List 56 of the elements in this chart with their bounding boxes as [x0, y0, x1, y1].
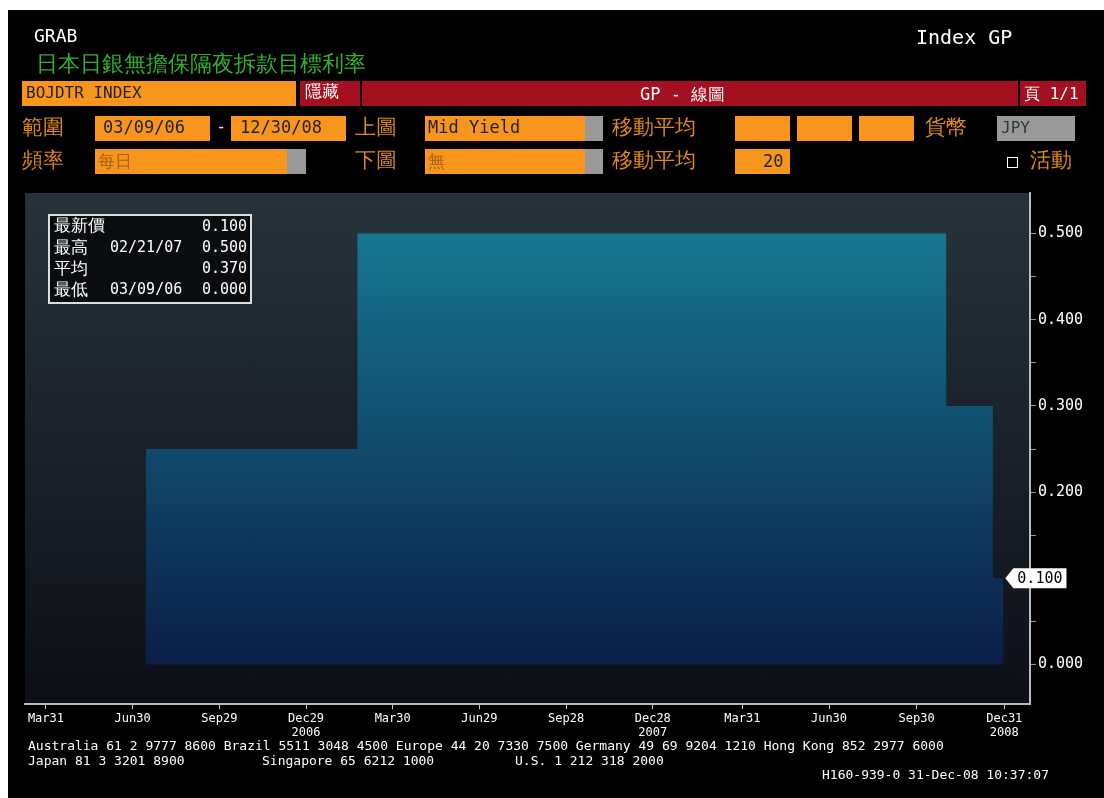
text: 下圖: [355, 147, 397, 174]
x-tick-label: Sep30: [898, 710, 935, 725]
text: Japan 81 3 3201 8900: [28, 753, 185, 768]
annotation: 最低: [54, 278, 88, 301]
x-tick-label: Mar31: [27, 710, 65, 725]
text: Mid Yield: [428, 117, 521, 137]
y-tick-label: 0.000: [1038, 654, 1084, 673]
text: 移動平均: [612, 147, 696, 174]
chart-title: 日本日銀無擔保隔夜拆款目標利率: [36, 50, 366, 78]
text: 上圖: [355, 114, 397, 141]
x-tick-label: Jun30: [114, 710, 151, 725]
text: 頁 1/1: [1024, 84, 1079, 105]
x-tick-label: Jun29: [461, 710, 498, 725]
text: Australia 61 2 9777 8600 Brazil 5511 3048 4500 Europe 44 20 7330 7500 Germany 49 69 9204 1210 Hong Kong 852 2977 6000: [28, 738, 944, 753]
text: 12/30/08: [240, 117, 322, 137]
text: 每日: [98, 150, 132, 173]
annotation: 0.370: [202, 259, 248, 277]
text: 20: [763, 151, 784, 171]
text: 移動平均: [612, 114, 696, 141]
text: 頻率: [22, 147, 64, 174]
text: 03/09/06: [103, 117, 185, 137]
annotation: 02/21/07: [110, 238, 183, 256]
data-label: 0.100: [1017, 569, 1063, 588]
text: 無: [428, 150, 445, 173]
annotation: 0.500: [202, 238, 248, 256]
annotation: 0.000: [202, 280, 248, 298]
x-tick-label: Sep28: [548, 710, 585, 725]
text: JPY: [1001, 118, 1030, 137]
text: U.S. 1 212 318 2000: [515, 753, 664, 768]
x-tick-label: Mar31: [724, 710, 761, 725]
text: -: [216, 116, 227, 136]
y-tick-label: 0.200: [1038, 482, 1084, 501]
annotation: 最高: [54, 236, 88, 259]
text: Singapore 65 6212 1000: [262, 753, 435, 768]
text: H160-939-0 31-Dec-08 10:37:07: [822, 767, 1049, 782]
annotation: 03/09/06: [110, 280, 183, 298]
x-tick-label: Dec29 2006: [287, 710, 325, 739]
annotation: 最新價: [54, 214, 105, 237]
text: 範圍: [22, 114, 64, 141]
annotation: 0.100: [202, 217, 248, 235]
y-tick-label: 0.400: [1038, 309, 1084, 328]
x-tick-label: Dec28 2007: [634, 710, 671, 739]
x-tick-label: Jun30: [810, 710, 848, 725]
x-tick-label: Sep29: [201, 710, 238, 725]
x-tick-label: Dec31 2008: [986, 710, 1023, 739]
text: BOJDTR INDEX: [26, 83, 142, 102]
y-tick-label: 0.300: [1038, 395, 1084, 414]
annotation: 平均: [54, 257, 88, 280]
text: 活動: [1030, 147, 1072, 174]
text: GRAB: [34, 25, 78, 46]
text: Index GP: [916, 25, 1013, 49]
text: 隱藏: [305, 80, 339, 103]
text: GP - 線圖: [640, 83, 726, 106]
y-tick-label: 0.500: [1038, 223, 1084, 242]
text: 貨幣: [925, 114, 967, 141]
x-tick-label: Mar30: [374, 710, 411, 725]
